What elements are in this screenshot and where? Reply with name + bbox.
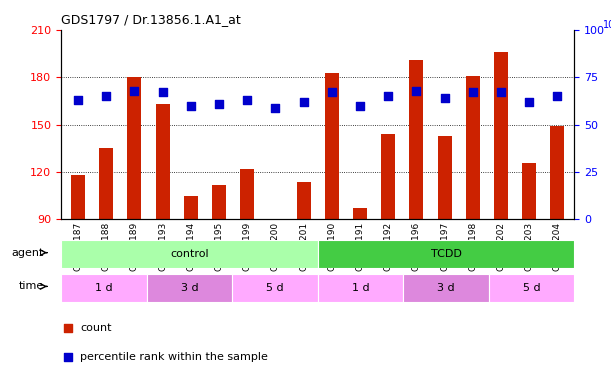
Bar bbox=[147, 274, 232, 302]
Bar bbox=[522, 163, 536, 219]
Point bbox=[158, 90, 167, 96]
Bar bbox=[61, 274, 147, 302]
Point bbox=[271, 105, 280, 111]
Point bbox=[552, 93, 562, 99]
Bar bbox=[296, 182, 310, 219]
Text: 3 d: 3 d bbox=[181, 283, 198, 293]
Text: 100%: 100% bbox=[602, 20, 611, 30]
Point bbox=[73, 97, 83, 103]
Text: TCDD: TCDD bbox=[431, 249, 461, 259]
Bar bbox=[551, 126, 565, 219]
Text: 1 d: 1 d bbox=[95, 283, 112, 293]
Bar bbox=[325, 73, 339, 219]
Bar bbox=[381, 134, 395, 219]
Bar bbox=[353, 209, 367, 219]
Bar bbox=[318, 274, 403, 302]
Point bbox=[299, 99, 309, 105]
Bar bbox=[240, 169, 254, 219]
Bar bbox=[127, 77, 142, 219]
Bar bbox=[99, 148, 113, 219]
Text: 5 d: 5 d bbox=[266, 283, 284, 293]
Text: count: count bbox=[80, 323, 112, 333]
Point bbox=[468, 90, 478, 96]
Text: time: time bbox=[19, 281, 44, 291]
Bar bbox=[403, 274, 489, 302]
Bar bbox=[489, 274, 574, 302]
Bar bbox=[466, 76, 480, 219]
Text: control: control bbox=[170, 249, 209, 259]
Point bbox=[524, 99, 534, 105]
Text: 5 d: 5 d bbox=[523, 283, 540, 293]
Point bbox=[355, 103, 365, 109]
Point bbox=[327, 90, 337, 96]
Point bbox=[101, 93, 111, 99]
Bar bbox=[61, 240, 318, 268]
Point bbox=[440, 95, 450, 101]
Point bbox=[214, 101, 224, 107]
Bar bbox=[232, 274, 318, 302]
Point bbox=[432, 172, 442, 178]
Bar bbox=[318, 240, 574, 268]
Bar bbox=[409, 60, 423, 219]
Bar bbox=[184, 196, 198, 219]
Text: 1 d: 1 d bbox=[352, 283, 369, 293]
Bar bbox=[71, 175, 85, 219]
Point bbox=[186, 103, 196, 109]
Text: agent: agent bbox=[12, 248, 44, 258]
Point bbox=[383, 93, 393, 99]
Point bbox=[496, 90, 506, 96]
Point bbox=[412, 88, 422, 94]
Bar bbox=[437, 136, 452, 219]
Text: percentile rank within the sample: percentile rank within the sample bbox=[80, 352, 268, 362]
Bar bbox=[494, 52, 508, 219]
Point bbox=[130, 88, 139, 94]
Text: 3 d: 3 d bbox=[437, 283, 455, 293]
Bar bbox=[212, 184, 226, 219]
Bar bbox=[156, 104, 170, 219]
Text: GDS1797 / Dr.13856.1.A1_at: GDS1797 / Dr.13856.1.A1_at bbox=[61, 13, 241, 26]
Point bbox=[243, 97, 252, 103]
